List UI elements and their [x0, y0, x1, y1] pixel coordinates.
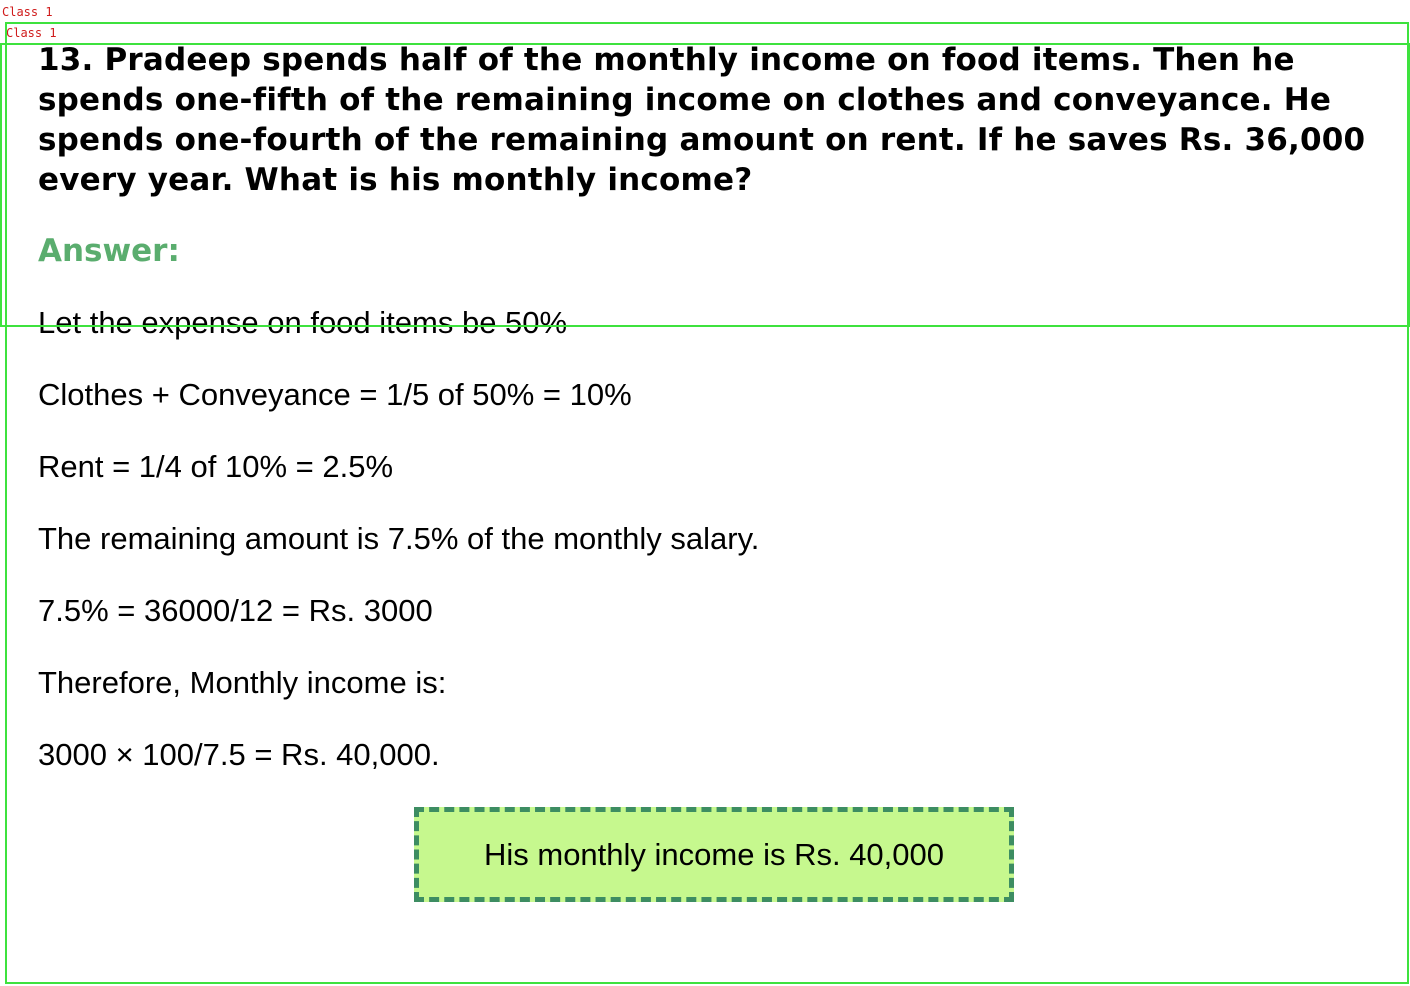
question-text: 13. Pradeep spends half of the monthly i…	[38, 42, 1366, 198]
solution-line: Let the expense on food items be 50%	[38, 305, 568, 340]
annotation-label: Class 1	[6, 26, 57, 40]
annotation-label: Class 1	[2, 5, 53, 19]
result-box: His monthly income is Rs. 40,000	[414, 807, 1014, 902]
result-text: His monthly income is Rs. 40,000	[483, 836, 945, 872]
solution-line: Clothes + Conveyance = 1/5 of 50% = 10%	[38, 377, 632, 412]
answer-heading: Answer:	[38, 233, 180, 269]
solution-line: Rent = 1/4 of 10% = 2.5%	[38, 449, 394, 484]
solution-line: The remaining amount is 7.5% of the mont…	[38, 521, 760, 556]
solution-line: 3000 × 100/7.5 = Rs. 40,000.	[38, 737, 440, 772]
solution-line: Therefore, Monthly income is:	[38, 665, 447, 700]
solution-line: 7.5% = 36000/12 = Rs. 3000	[38, 593, 433, 628]
